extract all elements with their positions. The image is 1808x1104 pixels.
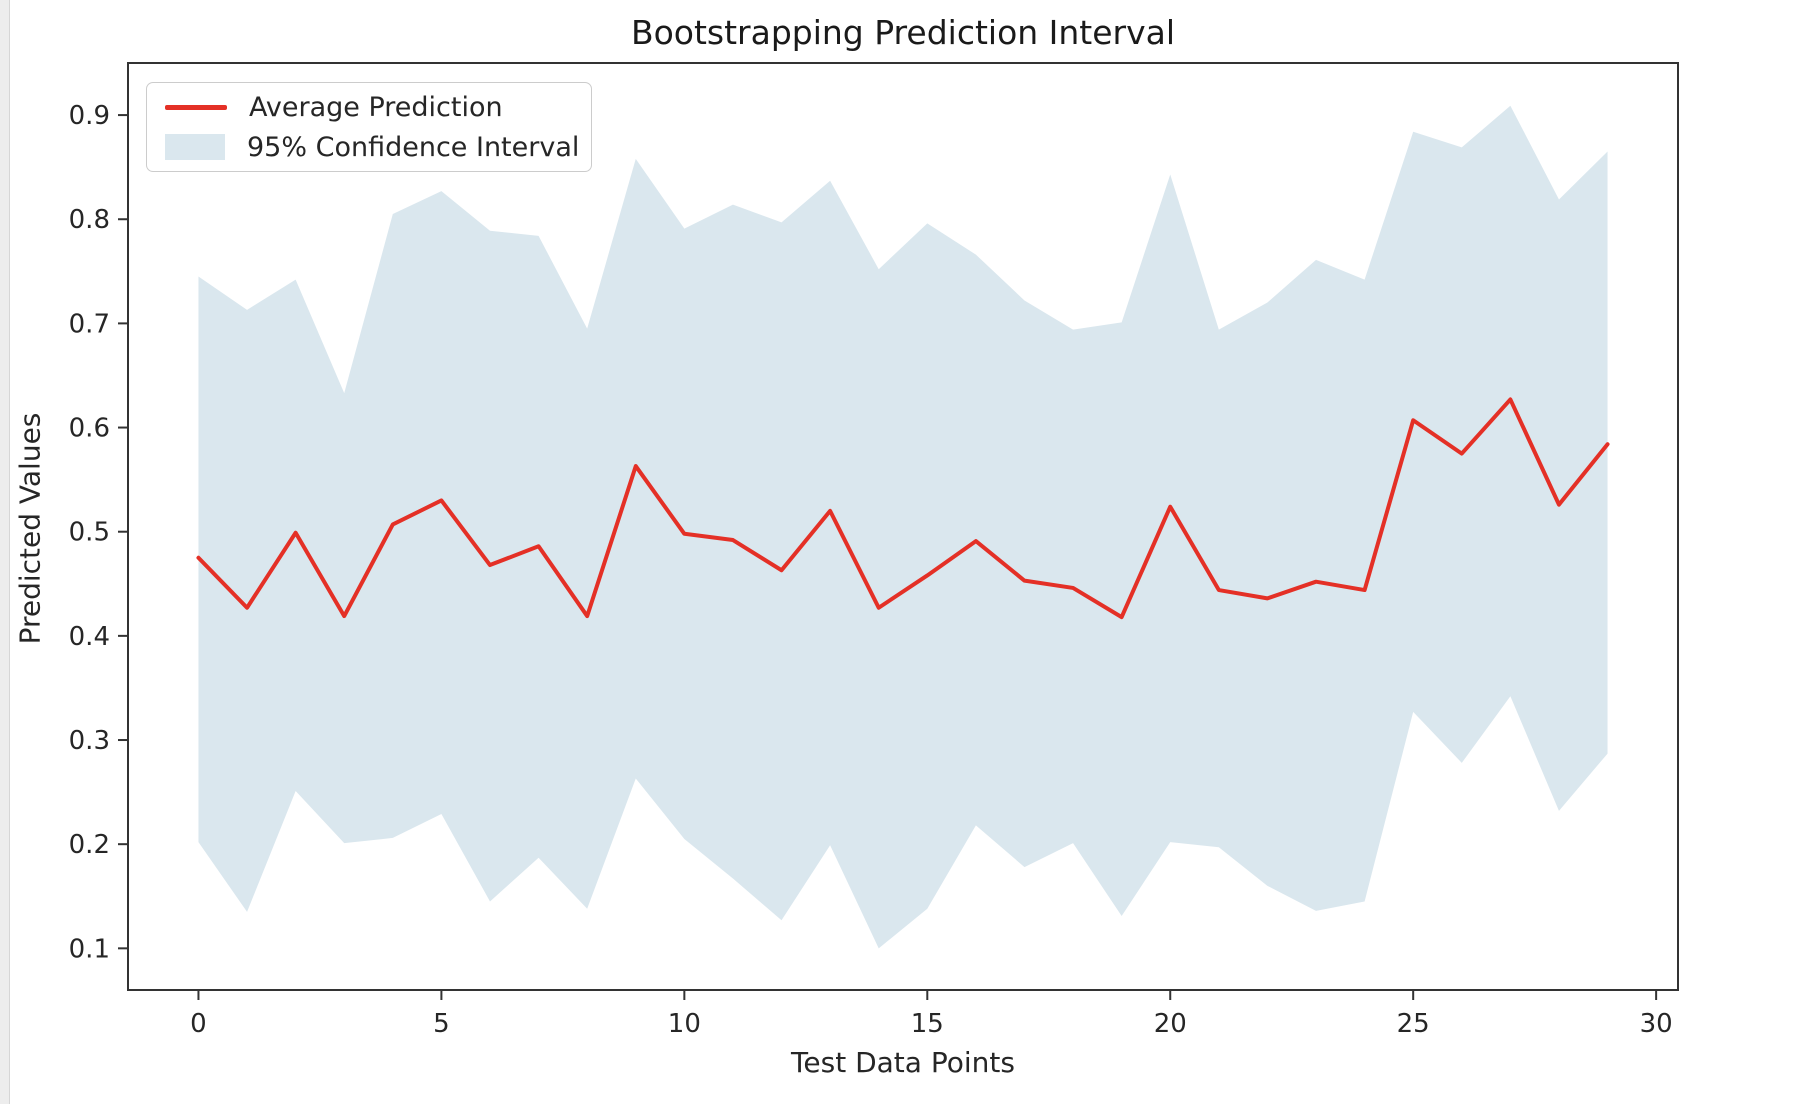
x-axis-label: Test Data Points [791, 1046, 1015, 1079]
y-axis-label: Predicted Values [13, 412, 47, 645]
x-tick-label: 25 [1397, 1009, 1430, 1039]
x-tick-label: 10 [668, 1009, 701, 1039]
x-tick-label: 30 [1640, 1009, 1673, 1039]
y-tick-label: 0.4 [69, 622, 110, 652]
legend-item-average-prediction: Average Prediction [165, 92, 591, 123]
x-tick-label: 20 [1154, 1009, 1187, 1039]
legend-patch-swatch [165, 134, 225, 160]
x-tick-label: 0 [190, 1009, 207, 1039]
window-edge [0, 0, 10, 1104]
x-tick-label: 15 [911, 1009, 944, 1039]
average-prediction-line [196, 397, 1610, 620]
y-tick-label: 0.9 [69, 101, 110, 131]
y-tick-label: 0.8 [69, 205, 110, 235]
legend-line-swatch [165, 104, 227, 110]
y-tick-label: 0.6 [69, 414, 110, 444]
y-tick-label: 0.7 [69, 309, 110, 339]
y-tick-label: 0.5 [69, 518, 110, 548]
legend-label: 95% Confidence Interval [247, 131, 580, 163]
y-tick-label: 0.1 [69, 934, 110, 964]
confidence-band [198, 105, 1608, 949]
chart-title: Bootstrapping Prediction Interval [630, 13, 1176, 52]
y-tick-label: 0.3 [69, 726, 110, 756]
y-tick-label: 0.2 [69, 830, 110, 860]
legend: Average Prediction 95% Confidence Interv… [146, 82, 592, 172]
legend-label: Average Prediction [249, 91, 503, 123]
legend-item-confidence-interval: 95% Confidence Interval [165, 132, 591, 163]
x-tick-label: 5 [433, 1009, 450, 1039]
axes-frame [127, 62, 1679, 991]
